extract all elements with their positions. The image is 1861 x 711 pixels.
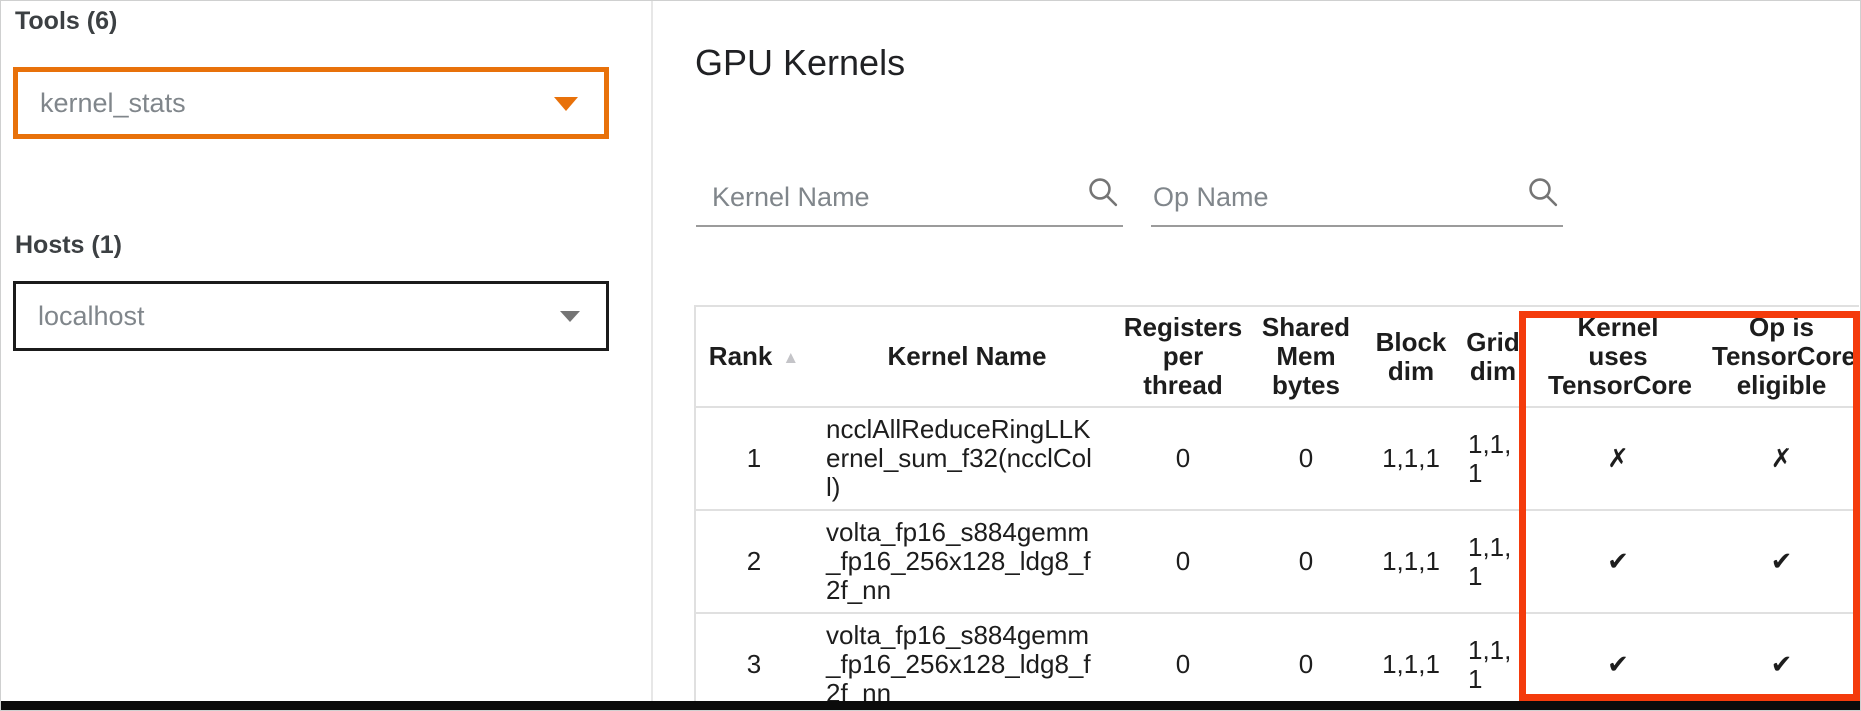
column-header-grid-dim[interactable]: Grid dim xyxy=(1454,306,1532,408)
tools-selected-value: kernel_stats xyxy=(40,87,186,118)
cell-shared-mem-bytes: 0 xyxy=(1244,510,1368,614)
column-header-rank[interactable]: Rank ▲ xyxy=(695,306,812,408)
table-row: 1 ncclAllReduceRingLLKernel_sum_f32(nccl… xyxy=(695,407,1859,511)
cell-kernel-name: ncclAllReduceRingLLKernel_sum_f32(ncclCo… xyxy=(812,407,1122,511)
kernel-name-input[interactable] xyxy=(696,182,1079,213)
column-header-kernel-name[interactable]: Kernel Name xyxy=(812,306,1122,408)
search-icon xyxy=(1525,174,1561,215)
bottom-bar xyxy=(1,701,1860,710)
cell-grid-dim: 1,1,1 xyxy=(1454,510,1532,614)
cell-grid-dim: 1,1,1 xyxy=(1454,407,1532,511)
cell-op-is-tensorcore-eligible: ✗ xyxy=(1704,407,1859,511)
cell-block-dim: 1,1,1 xyxy=(1368,407,1454,511)
sort-ascending-icon: ▲ xyxy=(782,347,800,367)
cell-kernel-uses-tensorcore: ✗ xyxy=(1532,407,1704,511)
cell-kernel-uses-tensorcore: ✔ xyxy=(1532,613,1704,702)
cell-block-dim: 1,1,1 xyxy=(1368,613,1454,702)
cell-shared-mem-bytes: 0 xyxy=(1244,407,1368,511)
cell-registers-per-thread: 0 xyxy=(1122,613,1244,702)
table-row: 2 volta_fp16_s884gemm_fp16_256x128_ldg8_… xyxy=(695,510,1859,614)
search-icon xyxy=(1085,174,1121,215)
sidebar-divider xyxy=(651,1,653,702)
page-title: GPU Kernels xyxy=(695,42,906,83)
cell-rank: 1 xyxy=(695,407,812,511)
cell-block-dim: 1,1,1 xyxy=(1368,510,1454,614)
column-header-op-is-tensorcore-eligible[interactable]: Op is TensorCore eligible xyxy=(1704,306,1859,408)
gpu-kernels-table: Rank ▲ Kernel Name Registers per thread S… xyxy=(694,305,1860,702)
cell-kernel-uses-tensorcore: ✔ xyxy=(1532,510,1704,614)
op-name-filter-field xyxy=(1151,163,1563,227)
hosts-selected-value: localhost xyxy=(38,300,145,331)
cell-rank: 2 xyxy=(695,510,812,614)
cell-kernel-name: volta_fp16_s884gemm_fp16_256x128_ldg8_f2… xyxy=(812,613,1122,702)
column-header-shared-mem-bytes[interactable]: Shared Mem bytes xyxy=(1244,306,1368,408)
column-header-registers-per-thread[interactable]: Registers per thread xyxy=(1122,306,1244,408)
tools-section-label: Tools (6) xyxy=(15,7,118,35)
table-header-row: Rank ▲ Kernel Name Registers per thread S… xyxy=(695,306,1859,408)
column-header-block-dim[interactable]: Block dim xyxy=(1368,306,1454,408)
table-row: 3 volta_fp16_s884gemm_fp16_256x128_ldg8_… xyxy=(695,613,1859,702)
column-header-kernel-uses-tensorcore[interactable]: Kernel uses TensorCore xyxy=(1532,306,1704,408)
column-header-label: Rank xyxy=(708,340,773,371)
op-name-input[interactable] xyxy=(1151,182,1519,213)
cell-op-is-tensorcore-eligible: ✔ xyxy=(1704,510,1859,614)
cell-kernel-name: volta_fp16_s884gemm_fp16_256x128_ldg8_f2… xyxy=(812,510,1122,614)
cell-grid-dim: 1,1,1 xyxy=(1454,613,1532,702)
hosts-section-label: Hosts (1) xyxy=(15,231,122,259)
cell-registers-per-thread: 0 xyxy=(1122,407,1244,511)
hosts-select[interactable]: localhost xyxy=(13,281,609,351)
tools-select[interactable]: kernel_stats xyxy=(13,67,609,139)
cell-shared-mem-bytes: 0 xyxy=(1244,613,1368,702)
chevron-down-icon xyxy=(554,97,578,111)
cell-rank: 3 xyxy=(695,613,812,702)
chevron-down-icon xyxy=(560,311,580,322)
cell-registers-per-thread: 0 xyxy=(1122,510,1244,614)
kernel-name-filter-field xyxy=(696,163,1123,227)
cell-op-is-tensorcore-eligible: ✔ xyxy=(1704,613,1859,702)
